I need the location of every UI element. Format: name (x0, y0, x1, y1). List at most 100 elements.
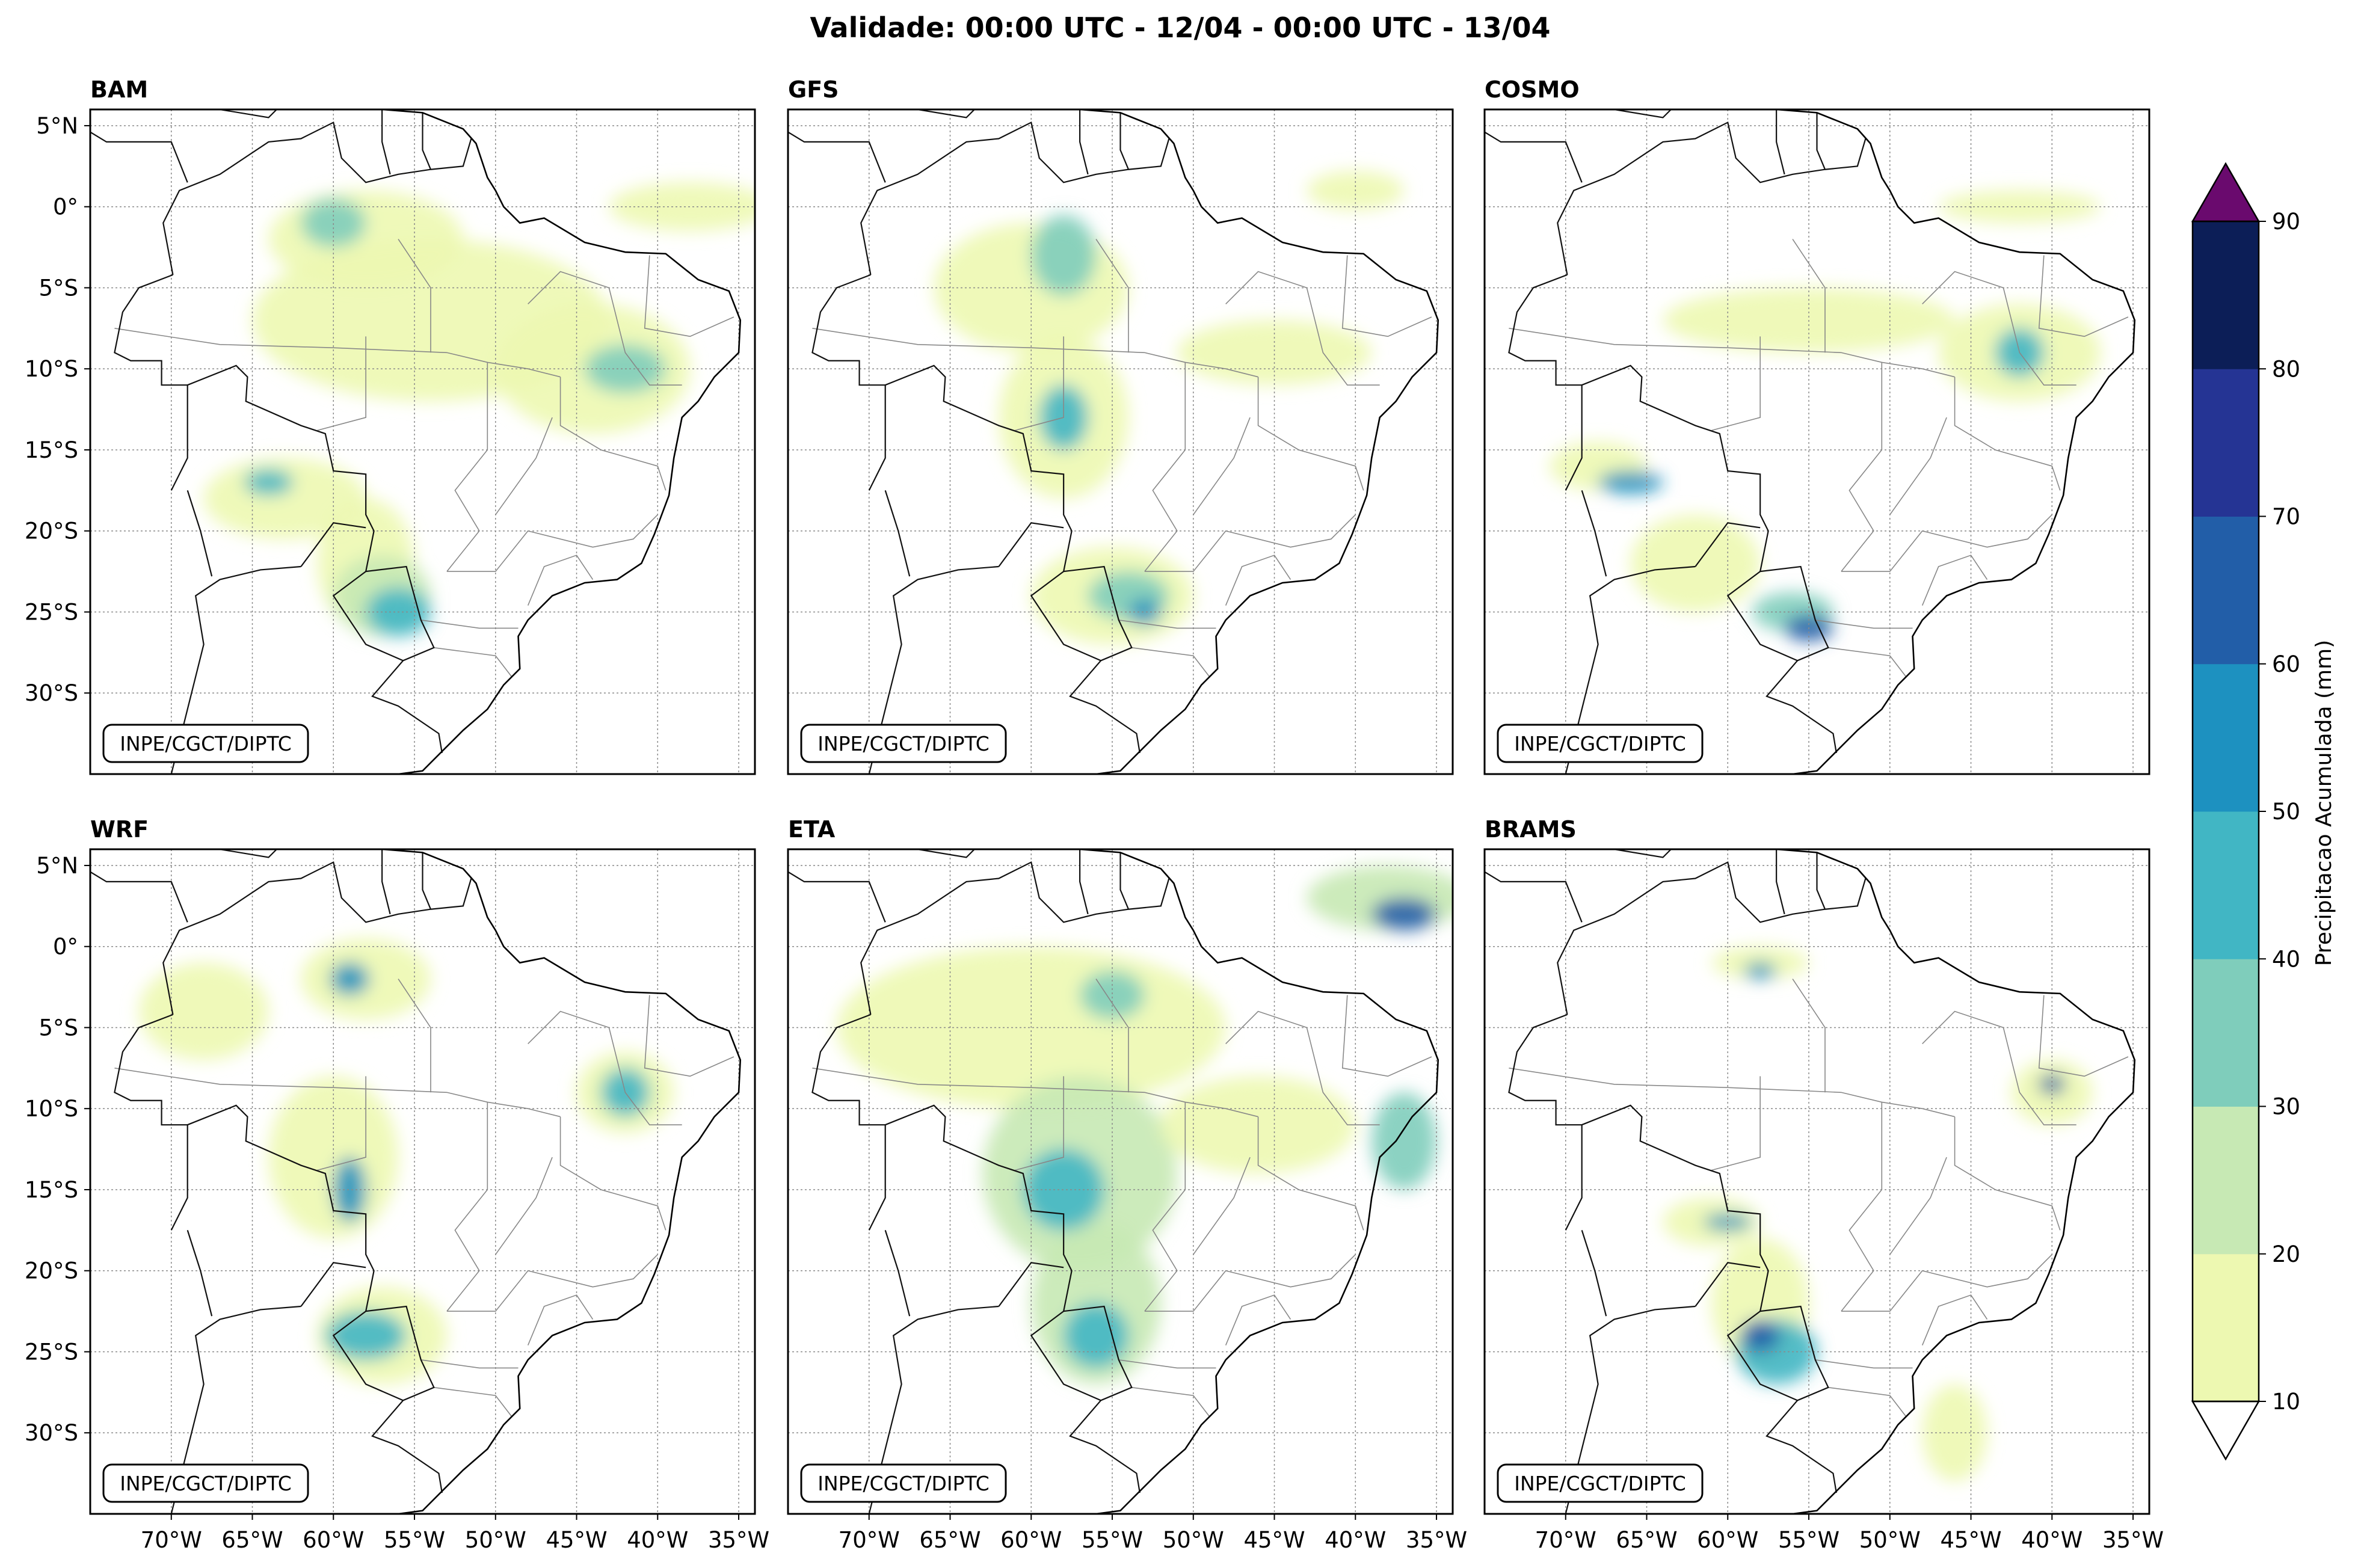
precip-blob (333, 1157, 366, 1222)
state-border (1225, 1294, 1291, 1346)
map-content (90, 849, 755, 1514)
panel-title: ETA (788, 816, 836, 843)
country-border (170, 1305, 301, 1514)
country-border (1079, 109, 1089, 175)
panel-title: BAM (90, 76, 148, 103)
state-border (1954, 1116, 2061, 1231)
map-frame (89, 848, 756, 1515)
country-border (1119, 112, 1129, 170)
gridlines (90, 849, 755, 1514)
state-border (495, 417, 553, 515)
panel-title: WRF (90, 816, 149, 843)
country-border (884, 1230, 911, 1317)
map-panel-gfs: GFS INPE/CGCT/DIPTC (787, 76, 1454, 775)
lat-label: 30°S (25, 680, 78, 706)
lat-label: 0° (53, 194, 78, 220)
precip-blob (244, 469, 293, 496)
credit-frame (102, 724, 309, 763)
state-border (420, 1359, 519, 1369)
lon-label: 60°W (303, 1527, 364, 1553)
country-border (884, 490, 911, 577)
map-content (1485, 849, 2149, 1514)
state-border (1118, 620, 1216, 629)
panel-title: GFS (788, 76, 839, 103)
credit-text: INPE/CGCT/DIPTC (120, 732, 292, 755)
precip-blob (330, 962, 369, 995)
country-border (868, 565, 999, 774)
map-panel-brams: BRAMS INPE/CGCT/DIPTC 70°W 65°W 60°W 55°W 50°W… (1483, 816, 2164, 1553)
state-border (446, 514, 658, 572)
figure-title: Validade: 00:00 UTC - 12/04 - 00:00 UTC … (810, 11, 1550, 44)
country-border (218, 849, 278, 858)
country-border (1612, 109, 1672, 118)
gridlines (788, 849, 1453, 1514)
country-border (114, 1013, 188, 1126)
lon-label: 40°W (627, 1527, 688, 1553)
colorbar-tick-label: 50 (2272, 799, 2300, 825)
country-border (1565, 1104, 1837, 1493)
map-frame (1483, 108, 2150, 775)
state-border (559, 377, 666, 491)
map-content (788, 109, 1453, 774)
country-border (332, 1311, 404, 1401)
country-border (1485, 131, 1583, 183)
state-border (644, 995, 734, 1077)
coastline (380, 849, 742, 1514)
colorbar: Precipitacao Acumulada (mm) 10 20 30 40 50 60… (2191, 162, 2336, 1461)
map-panel-bam: BAM INPE/CGCT/DIPTC 5°N 0° 5°S 10°S 15°S 20°S 25… (25, 76, 756, 775)
state-border (1922, 1010, 2076, 1125)
lon-label: 70°W (141, 1527, 202, 1553)
colorbar-segment (2193, 516, 2259, 665)
country-border (788, 955, 789, 956)
precip-blob (1023, 1149, 1104, 1231)
country-border (300, 1262, 366, 1307)
map-content (788, 849, 1453, 1514)
country-border (90, 871, 188, 923)
lon-label: 55°W (384, 1527, 445, 1553)
lon-label: 35°W (2102, 1527, 2164, 1553)
country-border (1581, 1230, 1607, 1317)
country-border (186, 1230, 213, 1317)
map-panels: BAM INPE/CGCT/DIPTC 5°N 0° 5°S 10°S 15°S 20°S 25… (25, 76, 2164, 1553)
map-frame (89, 108, 756, 775)
country-border (1816, 852, 1826, 910)
country-border (1565, 565, 1696, 774)
colorbar-tick-label: 60 (2272, 651, 2300, 677)
precip-blob (1598, 471, 1663, 494)
precip-blob (1128, 598, 1161, 626)
credit-frame (1497, 1463, 1704, 1503)
state-border (1225, 271, 1380, 386)
map-frame (787, 108, 1454, 775)
country-border (170, 565, 301, 774)
country-border (422, 852, 431, 910)
country-border (868, 364, 1141, 754)
country-border (1119, 852, 1129, 910)
lon-label: 40°W (2021, 1527, 2082, 1553)
state-border (1118, 1359, 1216, 1369)
precip-blob (2039, 1074, 2065, 1094)
lon-label: 55°W (1082, 1527, 1143, 1553)
lon-label: 50°W (1859, 1527, 1921, 1553)
state-border (1095, 239, 1129, 353)
country-border (1776, 109, 1785, 175)
state-border (812, 328, 1258, 378)
country-border (186, 490, 213, 577)
country-border (868, 1104, 1141, 1493)
state-border (1954, 377, 2061, 491)
lat-label: 5°S (38, 1015, 78, 1041)
precip-blob (1744, 962, 1777, 979)
colorbar-under-extension (2191, 1400, 2261, 1461)
precip-blob (1371, 897, 1437, 930)
lon-label: 35°W (708, 1527, 769, 1553)
country-border (1485, 871, 1583, 923)
state-border (114, 1068, 561, 1118)
state-borders (114, 979, 734, 1417)
state-border (1131, 647, 1210, 677)
colorbar-segment (2193, 1253, 2259, 1402)
lat-label: 20°S (25, 518, 78, 544)
state-border (1131, 1386, 1210, 1417)
state-border (420, 620, 519, 629)
state-border (528, 271, 682, 386)
lon-label: 70°W (839, 1527, 900, 1553)
